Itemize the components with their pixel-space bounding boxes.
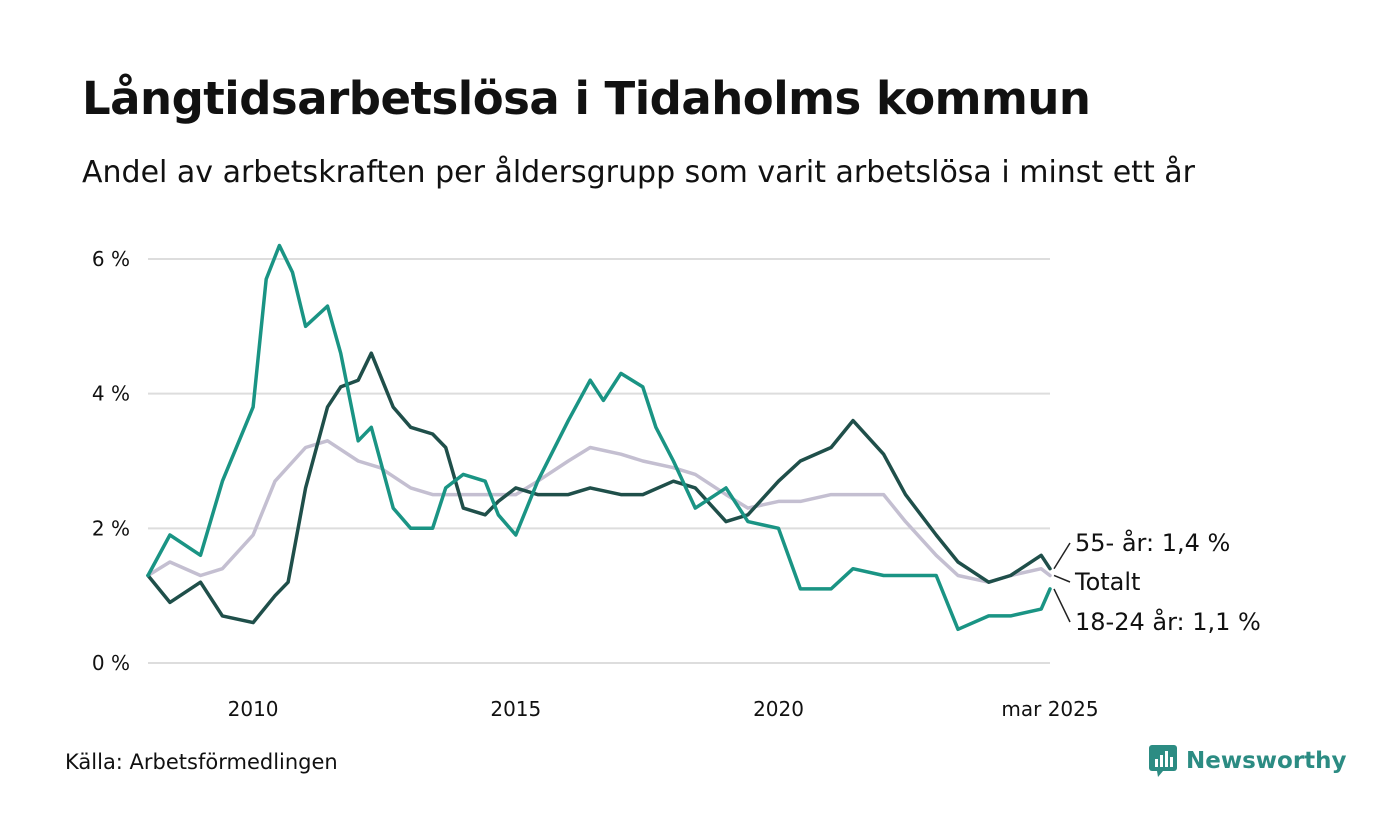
y-tick-label: 2 %	[92, 516, 130, 540]
series-end-label: Totalt	[1074, 568, 1140, 596]
y-axis-labels: 0 % 2 % 4 % 6 %	[92, 247, 130, 675]
x-tick-label: 2015	[490, 697, 541, 721]
end-labels: 55- år: 1,4 % Totalt 18-24 år: 1,1 %	[1053, 528, 1261, 636]
x-tick-label: mar 2025	[1001, 697, 1098, 721]
source-note: Källa: Arbetsförmedlingen	[65, 750, 338, 774]
end-label-connector	[1053, 588, 1071, 623]
series-line	[146, 243, 1052, 632]
brand-name: Newsworthy	[1186, 748, 1347, 774]
newsworthy-logo-icon	[1149, 745, 1177, 777]
chart-title: Långtidsarbetslösa i Tidaholms kommun	[82, 72, 1091, 125]
brand-logo: Newsworthy	[1148, 744, 1347, 778]
series-line	[146, 351, 1052, 625]
series-end-label: 55- år: 1,4 %	[1075, 528, 1230, 557]
chart-subtitle: Andel av arbetskraften per åldersgrupp s…	[82, 155, 1195, 190]
x-axis-labels: 2010 2015 2020 mar 2025	[228, 697, 1099, 721]
series-layer	[146, 243, 1052, 632]
y-tick-label: 0 %	[92, 651, 130, 675]
series-line	[146, 439, 1052, 584]
grid-layer	[148, 257, 1050, 664]
end-label-connector	[1053, 542, 1071, 570]
series-end-label: 18-24 år: 1,1 %	[1075, 607, 1261, 636]
y-tick-label: 6 %	[92, 247, 130, 271]
x-tick-label: 2010	[228, 697, 279, 721]
end-label-connector	[1053, 574, 1071, 583]
y-tick-label: 4 %	[92, 382, 130, 406]
x-tick-label: 2020	[753, 697, 804, 721]
